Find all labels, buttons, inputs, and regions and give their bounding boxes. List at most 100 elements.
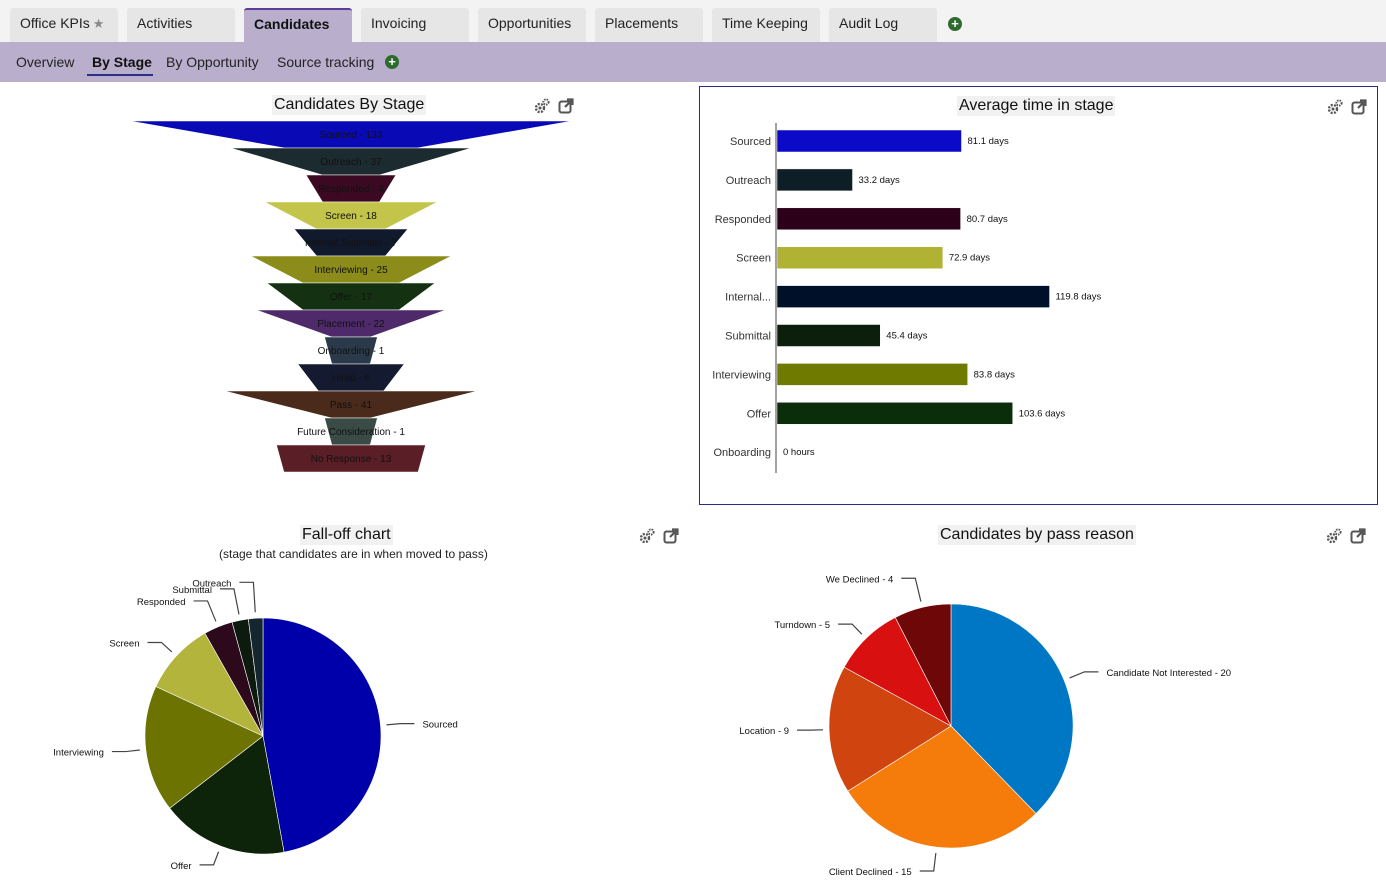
pie-leader-submittal: [219, 588, 240, 615]
funnel-label-sourced: Sourced - 133: [320, 130, 383, 141]
gears-icon[interactable]: [639, 528, 655, 544]
pie-label-outreach: Outreach: [192, 578, 231, 589]
bar-offer[interactable]: [776, 402, 1013, 425]
pie-slice-sourced[interactable]: [262, 617, 382, 853]
pie-leader-turndown-5: [838, 623, 863, 635]
funnel-label-no-response: No Response - 13: [311, 454, 392, 465]
funnel-title: Candidates By Stage: [272, 95, 427, 115]
bar-outreach[interactable]: [776, 168, 853, 192]
bar-interviewing[interactable]: [776, 363, 968, 386]
bar-value-internal: 119.8 days: [1056, 292, 1102, 303]
gears-icon[interactable]: [534, 98, 550, 114]
pie-label-client-declined-15: Client Declined - 15: [829, 867, 912, 878]
external-link-icon[interactable]: [558, 98, 574, 114]
sub-nav-bar: Overview By Stage By Opportunity Source …: [0, 42, 1386, 82]
pie-leader-we-declined-4: [901, 577, 922, 602]
pie-slice-client-declined-15[interactable]: [847, 725, 1037, 849]
bar-sourced[interactable]: [776, 129, 962, 153]
pie-slice-outreach[interactable]: [247, 617, 264, 737]
gears-icon[interactable]: [1326, 528, 1342, 544]
bar-value-responded: 80.7 days: [967, 214, 1008, 225]
tab-label: Placements: [605, 15, 679, 31]
bar-category-submittal: Submittal: [725, 331, 771, 343]
tab-candidates[interactable]: Candidates: [244, 8, 352, 42]
pass-reason-pie-chart: Candidate Not Interested - 20 Client Decl…: [739, 574, 1231, 878]
external-link-icon[interactable]: [1350, 528, 1366, 544]
funnel-panel-actions: [534, 98, 574, 114]
tab-label: Opportunities: [488, 15, 572, 31]
tab-label: Audit Log: [839, 15, 899, 31]
tab-audit-log[interactable]: Audit Log: [829, 8, 937, 42]
subnav-source-tracking[interactable]: Source tracking: [277, 54, 375, 70]
funnel-label-outreach: Outreach - 37: [320, 157, 382, 168]
gears-icon[interactable]: [1327, 99, 1343, 115]
funnel-label-responded: Responded - 4: [318, 184, 384, 195]
funnel-label-screen: Screen - 18: [325, 211, 377, 222]
pie-leader-candidate-not-interested-20: [1069, 671, 1099, 679]
pie-slice-offer[interactable]: [169, 735, 285, 855]
external-link-icon[interactable]: [1351, 99, 1367, 115]
pie-slice-we-declined-4[interactable]: [894, 603, 952, 727]
tab-invoicing[interactable]: Invoicing: [361, 8, 469, 42]
pass-reason-panel: Candidates by pass reason Candidate Not …: [699, 512, 1386, 880]
external-link-icon[interactable]: [663, 528, 679, 544]
bar-internal[interactable]: [776, 285, 1050, 308]
bar-value-onboarding: 0 hours: [783, 447, 815, 458]
pie-leader-screen: [147, 641, 173, 653]
subnav-by-opportunity[interactable]: By Opportunity: [166, 54, 259, 70]
funnel-segment-no-response[interactable]: [276, 444, 426, 473]
avg-time-panel: Average time in stage Sourced 81.1 days Ou…: [699, 86, 1378, 505]
bar-responded[interactable]: [776, 207, 961, 231]
subnav-overview[interactable]: Overview: [16, 54, 75, 70]
funnel-label-pass: Pass - 41: [330, 400, 373, 411]
pie-label-location-9: Location - 9: [739, 726, 789, 737]
funnel-label-onboarding: Onboarding - 1: [318, 346, 385, 357]
pie-label-screen: Screen: [109, 638, 139, 649]
bar-category-outreach: Outreach: [726, 175, 771, 187]
pie-label-candidate-not-interested-20: Candidate Not Interested - 20: [1106, 668, 1231, 679]
tab-placements[interactable]: Placements: [595, 8, 703, 42]
tab-label: Activities: [137, 15, 193, 31]
star-icon[interactable]: ★: [92, 16, 105, 31]
bar-category-screen: Screen: [736, 253, 771, 265]
pie-label-sourced: Sourced: [422, 720, 457, 731]
pie-label-turndown-5: Turndown - 5: [774, 620, 830, 631]
add-view-button[interactable]: +: [385, 55, 399, 69]
pie-leader-offer: [199, 851, 220, 866]
funnel-label-placement: Placement - 22: [317, 319, 385, 330]
tab-label: Invoicing: [371, 15, 427, 31]
funnel-label-internal-submittal: Internal Submittal - 7: [305, 238, 398, 249]
tab-office-kpis[interactable]: Office KPIs ★: [10, 8, 118, 42]
bar-category-responded: Responded: [715, 214, 771, 226]
funnel-panel: Candidates By Stage Sourced - 133 Outreac…: [0, 82, 690, 502]
tab-label: Time Keeping: [722, 15, 808, 31]
pie-slice-candidate-not-interested-20[interactable]: [950, 603, 1074, 814]
avg-time-title: Average time in stage: [957, 96, 1116, 116]
pie-label-interviewing: Interviewing: [53, 748, 104, 759]
tab-activities[interactable]: Activities: [127, 8, 235, 42]
add-tab-button[interactable]: +: [948, 17, 962, 31]
bar-value-outreach: 33.2 days: [859, 175, 900, 186]
falloff-panel: Fall-off chart (stage that candidates ar…: [0, 512, 690, 880]
bar-category-interviewing: Interviewing: [712, 369, 771, 381]
pie-slice-interviewing[interactable]: [144, 686, 264, 809]
bar-category-offer: Offer: [747, 408, 772, 420]
active-subnav-underline: [87, 74, 153, 76]
tab-opportunities[interactable]: Opportunities: [478, 8, 586, 42]
funnel-label-interviewing: Interviewing - 25: [314, 265, 388, 276]
tab-time-keeping[interactable]: Time Keeping: [712, 8, 820, 42]
pie-label-we-declined-4: We Declined - 4: [826, 574, 893, 585]
bar-screen[interactable]: [776, 246, 944, 269]
bar-value-offer: 103.6 days: [1019, 408, 1066, 419]
pie-slice-screen[interactable]: [155, 632, 264, 737]
bar-submittal[interactable]: [776, 324, 881, 347]
avg-time-panel-actions: [1327, 99, 1367, 115]
pie-leader-interviewing: [111, 749, 140, 753]
pie-label-responded: Responded: [137, 597, 186, 608]
bar-value-sourced: 81.1 days: [968, 136, 1009, 147]
bar-category-sourced: Sourced: [730, 136, 771, 148]
bar-value-screen: 72.9 days: [949, 253, 990, 264]
pie-slice-location-9[interactable]: [828, 666, 952, 792]
subnav-by-stage[interactable]: By Stage: [92, 54, 152, 70]
